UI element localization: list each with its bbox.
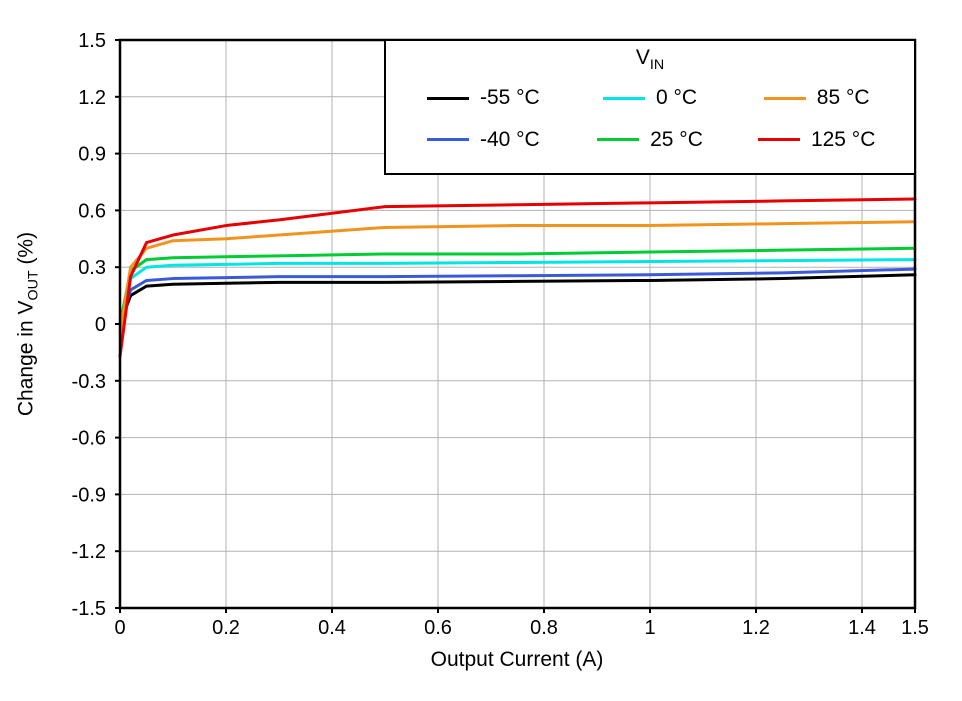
x-tick-labels: 0 0.2 0.4 0.6 0.8 1 1.2 1.4 1.5 [114, 617, 928, 639]
legend-swatch [426, 96, 469, 100]
legend-entry: 125 °C [733, 128, 900, 152]
legend-entry-label: -55 °C [479, 86, 540, 110]
legend-title-subscript: IN [649, 57, 665, 74]
x-tick-label: 1 [644, 617, 655, 639]
y-tick-label: 1.5 [78, 30, 106, 52]
x-tick-label: 0 [114, 617, 125, 639]
series-line [118, 273, 917, 326]
legend-entry: 25 °C [567, 128, 734, 152]
legend-entry-label: -40 °C [479, 127, 540, 151]
series-lines [118, 197, 917, 358]
y-tick-label: -0.3 [72, 371, 106, 393]
legend-swatch [597, 138, 640, 142]
y-tick-label: 0.6 [78, 200, 106, 222]
x-tick-label: 1.2 [742, 617, 770, 639]
series-line [118, 197, 917, 358]
legend-entry: 85 °C [733, 86, 900, 110]
y-tick-labels: 1.5 1.2 0.9 0.6 0.3 0 -0.3 -0.6 -0.9 -1.2 -1.5 [72, 30, 106, 620]
y-tick-label: -1.5 [72, 598, 106, 620]
x-tick-label: 0.6 [424, 617, 452, 639]
y-tick-label: 0.3 [78, 257, 106, 279]
x-tick-label: 0.2 [212, 617, 240, 639]
x-tick-label: 1.5 [901, 617, 929, 639]
legend-swatch [602, 96, 645, 100]
series-line [118, 246, 917, 326]
legend-grid: -55 °C 0 °C 85 °C -40 °C 25 °C 125 °C [386, 73, 914, 173]
y-tick-label: -0.9 [72, 484, 106, 506]
legend-entry-label: 25 °C [650, 127, 703, 151]
y-tick-label: -1.2 [72, 541, 106, 563]
legend-swatch [757, 138, 800, 142]
y-axis-title-subscript: OUT [25, 270, 42, 301]
x-tick-label: 0.8 [530, 617, 558, 639]
x-tick-label: 1.4 [848, 617, 876, 639]
legend-entry: 0 °C [567, 86, 734, 110]
y-tick-label: 1.2 [78, 87, 106, 109]
legend-entry: -40 °C [400, 128, 567, 152]
legend-entry-label: 85 °C [816, 86, 870, 110]
legend-title: VIN [635, 46, 665, 74]
legend-entry-label: 0 °C [655, 86, 698, 110]
series-line [118, 258, 917, 326]
legend-swatch [763, 96, 806, 100]
y-tick-label: 0.9 [78, 144, 106, 166]
x-axis-title: Output Current (A) [430, 648, 604, 671]
y-tick-label: 0 [95, 314, 106, 336]
y-tick-label: -0.6 [72, 428, 106, 450]
legend-entry: -55 °C [400, 86, 567, 110]
x-tick-label: 0.4 [318, 617, 346, 639]
legend-swatch [426, 138, 469, 142]
y-axis-title: Change in VOUT (%) [14, 231, 42, 417]
legend-entry-label: 125 °C [810, 127, 876, 151]
series-line [118, 267, 917, 326]
legend: VIN -55 °C 0 °C 85 °C -40 °C 25 °C 125 °C [384, 39, 916, 175]
